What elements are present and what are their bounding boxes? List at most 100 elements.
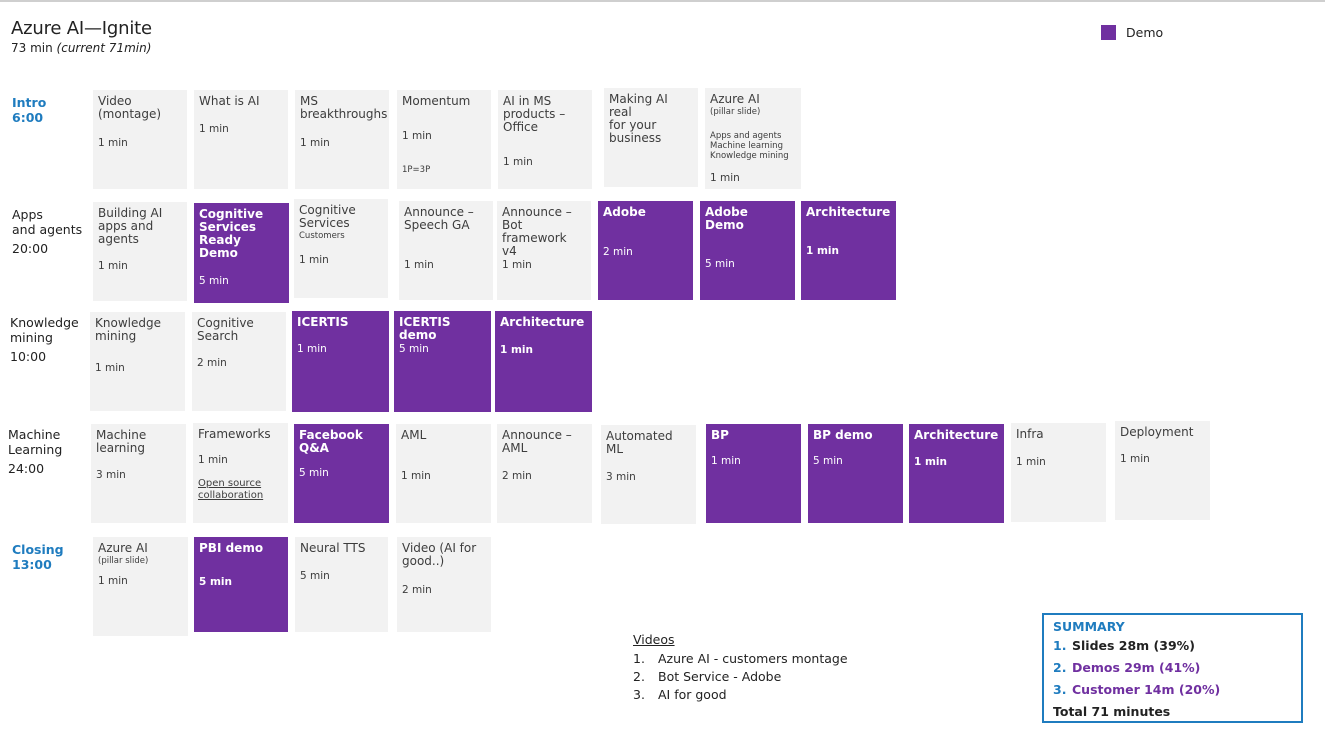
card-aml[interactable]: AML 1 min	[396, 424, 491, 523]
subtitle-total: 73 min	[11, 41, 53, 55]
card-title: Azure AI	[710, 92, 760, 106]
card-title: Frameworks	[198, 427, 271, 441]
card-title: Knowledge mining	[95, 316, 161, 343]
card-what-is-ai[interactable]: What is AI 1 min	[194, 90, 288, 189]
card-title: Neural TTS	[300, 541, 366, 555]
card-cognitive-services-customers[interactable]: Cognitive Services Customers 1 min	[294, 199, 388, 298]
card-video-ai-for-good[interactable]: Video (AI for good..) 2 min	[397, 537, 491, 632]
summary-number: 2.	[1053, 660, 1067, 675]
card-duration: 1 min	[710, 172, 740, 184]
section-closing: Closing 13:00	[12, 542, 64, 572]
card-ms-breakthroughs[interactable]: MS breakthroughs 1 min	[295, 90, 389, 189]
card-azure-ai-closing[interactable]: Azure AI (pillar slide) 1 min	[93, 537, 188, 636]
card-title: Cognitive Services	[299, 203, 356, 230]
card-duration: 5 min	[199, 576, 232, 588]
card-icertis-demo[interactable]: ICERTIS demo 5 min	[394, 311, 491, 412]
card-title: Infra	[1016, 427, 1044, 441]
card-title: Announce – Bot framework v4	[502, 205, 572, 258]
videos-heading: Videos	[633, 632, 675, 647]
card-automated-ml[interactable]: Automated ML 3 min	[601, 425, 696, 524]
card-video-montage[interactable]: Video (montage) 1 min	[93, 90, 187, 189]
card-title: Azure AI	[98, 541, 148, 555]
list-number: 1.	[633, 651, 645, 666]
list-text: AI for good	[658, 687, 727, 702]
card-duration: 3 min	[96, 469, 126, 481]
card-cognitive-search[interactable]: Cognitive Search 2 min	[192, 312, 286, 411]
card-duration: 1 min	[198, 454, 228, 466]
card-duration: 2 min	[402, 584, 432, 596]
summary-item-slides: 1. Slides 28m (39%)	[1053, 635, 1292, 657]
card-knowledge-mining[interactable]: Knowledge mining 1 min	[90, 312, 185, 411]
summary-heading: SUMMARY	[1053, 619, 1125, 634]
card-azure-ai-pillar[interactable]: Azure AI (pillar slide) Apps and agents …	[705, 88, 801, 189]
section-time: 13:00	[12, 557, 52, 572]
list-text: Azure AI - customers montage	[658, 651, 848, 666]
summary-number: 1.	[1053, 638, 1067, 653]
section-name: Knowledge mining	[10, 315, 79, 345]
card-title: Machine learning	[96, 428, 147, 455]
card-duration: 1 min	[500, 344, 533, 356]
section-intro: Intro 6:00	[12, 95, 46, 125]
card-title: Deployment	[1120, 425, 1194, 439]
card-bp-demo[interactable]: BP demo 5 min	[808, 424, 903, 523]
card-duration: 1 min	[914, 456, 947, 468]
card-title: PBI demo	[199, 541, 264, 555]
card-ml-architecture[interactable]: Architecture 1 min	[909, 424, 1004, 523]
card-neural-tts[interactable]: Neural TTS 5 min	[295, 537, 388, 632]
summary-box: SUMMARY 1. Slides 28m (39%) 2. Demos 29m…	[1042, 613, 1303, 723]
card-subtitle: (pillar slide)	[98, 556, 149, 566]
card-facebook-qa[interactable]: Facebook Q&A 5 min	[294, 424, 389, 523]
card-cognitive-services-demo[interactable]: Cognitive Services Ready Demo 5 min	[194, 203, 289, 303]
card-km-architecture[interactable]: Architecture 1 min	[495, 311, 592, 412]
section-machine-learning: Machine Learning 24:00	[8, 427, 62, 476]
card-bp[interactable]: BP 1 min	[706, 424, 801, 523]
page-title: Azure AI—Ignite	[11, 18, 152, 39]
card-title: AI in MS products – Office	[503, 94, 566, 134]
card-icertis[interactable]: ICERTIS 1 min	[292, 311, 389, 412]
card-title: Announce – Speech GA	[404, 205, 474, 232]
card-frameworks[interactable]: Frameworks 1 min Open source collaborati…	[193, 423, 288, 523]
card-machine-learning[interactable]: Machine learning 3 min	[91, 424, 186, 523]
card-duration: 1 min	[297, 343, 327, 355]
open-source-link[interactable]: Open source collaboration	[198, 478, 264, 501]
list-number: 3.	[633, 687, 645, 702]
card-adobe[interactable]: Adobe 2 min	[598, 201, 693, 300]
card-title: Facebook Q&A	[299, 428, 363, 455]
card-momentum[interactable]: Momentum 1 min 1P=3P	[397, 90, 491, 189]
card-title: Cognitive Search	[197, 316, 254, 343]
card-title: MS breakthroughs	[300, 94, 388, 121]
card-deployment[interactable]: Deployment 1 min	[1115, 421, 1210, 520]
card-title: ICERTIS demo	[399, 315, 451, 342]
card-adobe-demo[interactable]: Adobe Demo 5 min	[700, 201, 795, 300]
card-duration: 1 min	[401, 470, 431, 482]
card-announce-aml[interactable]: Announce – AML 2 min	[497, 424, 592, 523]
card-title: Adobe Demo	[705, 205, 748, 232]
list-text: Bot Service - Adobe	[658, 669, 782, 684]
card-title: Architecture	[500, 315, 585, 329]
card-title: Adobe	[603, 205, 646, 219]
section-name: Machine Learning	[8, 427, 63, 457]
card-announce-speech-ga[interactable]: Announce – Speech GA 1 min	[399, 201, 493, 300]
card-duration: 1 min	[98, 137, 128, 149]
card-duration: 5 min	[300, 570, 330, 582]
card-title: BP demo	[813, 428, 873, 442]
card-duration: 1 min	[98, 575, 128, 587]
card-title: What is AI	[199, 94, 260, 108]
summary-total: Total 71 minutes	[1053, 704, 1171, 719]
card-making-ai-real[interactable]: Making AI real for your business	[604, 88, 698, 187]
card-infra[interactable]: Infra 1 min	[1011, 423, 1106, 522]
summary-number: 3.	[1053, 682, 1067, 697]
card-announce-bot-framework[interactable]: Announce – Bot framework v4 1 min	[497, 201, 591, 300]
card-duration: 1 min	[98, 260, 128, 272]
card-pbi-demo[interactable]: PBI demo 5 min	[194, 537, 288, 632]
card-apps-architecture[interactable]: Architecture 1 min	[801, 201, 896, 300]
list-item: 2. Bot Service - Adobe	[633, 668, 848, 686]
card-ai-in-ms-products[interactable]: AI in MS products – Office 1 min	[498, 90, 592, 189]
list-item: 1. Azure AI - customers montage	[633, 650, 848, 668]
card-duration: 5 min	[705, 258, 735, 270]
card-duration: 5 min	[299, 467, 329, 479]
card-duration: 1 min	[502, 259, 532, 271]
card-title: Momentum	[402, 94, 471, 108]
card-building-ai-apps[interactable]: Building AI apps and agents 1 min	[93, 202, 187, 301]
card-title: AML	[401, 428, 427, 442]
